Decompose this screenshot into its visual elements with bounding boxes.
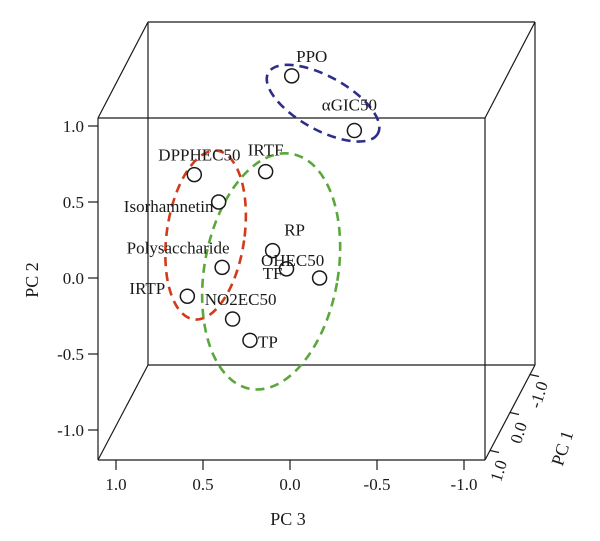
box-edge-depth-bottom-left xyxy=(97,364,149,461)
x-axis-label: PC 3 xyxy=(270,509,306,529)
point-label: TP xyxy=(258,332,278,351)
y-tick-label: -0.5 xyxy=(57,345,84,364)
data-point xyxy=(179,288,196,304)
data-point xyxy=(346,122,363,139)
plot-box xyxy=(97,21,536,461)
cluster-ellipse xyxy=(265,63,381,143)
x-tick-label: -1.0 xyxy=(451,475,478,494)
point-label: Isorhamnetin xyxy=(124,197,214,216)
data-point xyxy=(311,270,328,286)
x-tick-label: -0.5 xyxy=(364,475,391,494)
data-point xyxy=(264,242,281,259)
cluster-ellipse xyxy=(200,152,342,391)
point-label: αGIC50 xyxy=(322,96,377,115)
y-tick-label: -1.0 xyxy=(57,421,84,440)
box-edge-depth-top-left xyxy=(97,21,149,119)
data-point xyxy=(186,166,203,183)
z-tick-label: 0.0 xyxy=(506,420,531,446)
point-label: IRTP xyxy=(129,279,165,298)
point-label: PPO xyxy=(296,47,327,66)
y-tick-label: 0.0 xyxy=(63,269,84,288)
data-point xyxy=(283,68,300,84)
y-tick-label: 0.5 xyxy=(63,193,84,212)
x-tick-label: 1.0 xyxy=(105,475,126,494)
data-point xyxy=(214,259,230,276)
y-axis-label: PC 2 xyxy=(22,262,42,298)
x-tick-label: 0.0 xyxy=(279,475,300,494)
data-point xyxy=(210,194,227,210)
z-tick xyxy=(509,411,520,416)
point-label: RP xyxy=(284,221,305,240)
z-tick-label: 1.0 xyxy=(486,458,511,484)
z-tick xyxy=(489,449,500,454)
point-label: Polysaccharide xyxy=(127,238,230,257)
cluster-ellipses xyxy=(164,63,381,391)
cluster-ellipse xyxy=(164,149,248,321)
point-label: IRTF xyxy=(248,141,284,160)
z-tick-label: -1.0 xyxy=(526,379,552,410)
point-label: OHEC50 xyxy=(261,251,324,270)
z-axis-label: PC 1 xyxy=(547,428,577,468)
y-tick-label: 1.0 xyxy=(63,117,84,136)
x-tick-label: 0.5 xyxy=(192,475,213,494)
axis-ticks: 1.0 0.5 0.0 -0.5 -1.0 1.0 0.5 0.0 -0.5 -1.0 -1.0 0.… xyxy=(57,117,552,494)
z-tick xyxy=(529,373,540,378)
data-point xyxy=(224,311,241,327)
data-point xyxy=(242,332,258,349)
point-label: TF xyxy=(263,264,283,283)
data-point xyxy=(257,163,274,180)
point-label: DPPHEC50 xyxy=(158,146,240,165)
data-points: PPO αGIC50 DPPHEC50 IRTF Isorhamnetin RP Polys… xyxy=(124,47,377,351)
box-edge-depth-top-right xyxy=(484,21,536,119)
point-label: NO2EC50 xyxy=(205,290,277,309)
data-point xyxy=(278,261,295,277)
